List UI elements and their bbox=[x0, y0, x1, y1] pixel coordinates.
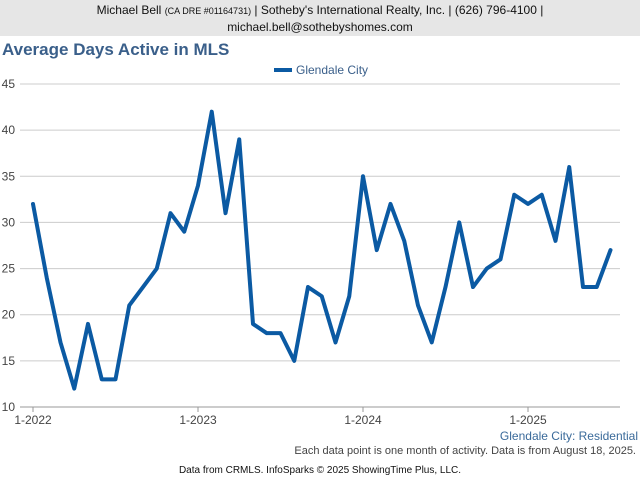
x-tick-label: 1-2025 bbox=[509, 413, 547, 427]
chart-title: Average Days Active in MLS bbox=[2, 40, 230, 59]
data-point bbox=[169, 211, 172, 215]
agent-company-phone: | Sotheby's International Realty, Inc. |… bbox=[254, 3, 544, 17]
data-point bbox=[224, 211, 227, 215]
y-tick-label: 35 bbox=[2, 169, 16, 183]
data-point bbox=[471, 285, 475, 289]
data-point bbox=[457, 220, 461, 224]
header-line-1: Michael Bell (CA DRE #01164731) | Sotheb… bbox=[0, 2, 640, 19]
y-tick-label: 15 bbox=[2, 354, 16, 368]
data-point bbox=[141, 285, 145, 289]
y-tick-label: 10 bbox=[2, 400, 16, 414]
data-point bbox=[430, 340, 434, 344]
data-point bbox=[100, 377, 104, 381]
data-point bbox=[567, 165, 571, 169]
data-point bbox=[72, 387, 76, 391]
y-tick-label: 30 bbox=[2, 215, 16, 229]
data-point bbox=[306, 285, 310, 289]
data-point bbox=[375, 248, 379, 252]
y-tick-label: 40 bbox=[2, 123, 16, 137]
data-point bbox=[402, 239, 406, 243]
data-point bbox=[347, 294, 351, 298]
data-point bbox=[182, 230, 186, 234]
y-tick-label: 20 bbox=[2, 308, 16, 322]
data-point bbox=[127, 303, 131, 307]
data-point bbox=[320, 294, 324, 298]
header-bar: Michael Bell (CA DRE #01164731) | Sotheb… bbox=[0, 0, 640, 36]
data-point bbox=[237, 137, 241, 141]
data-point bbox=[581, 285, 585, 289]
data-credit: Data from CRMLS. InfoSparks © 2025 Showi… bbox=[178, 465, 462, 476]
x-tick-label: 1-2022 bbox=[14, 413, 52, 427]
chart-subtitle: Glendale City: Residential bbox=[499, 429, 638, 443]
data-point bbox=[292, 359, 296, 363]
x-tick-label: 1-2024 bbox=[344, 413, 382, 427]
data-point bbox=[554, 239, 557, 243]
data-point bbox=[114, 377, 117, 381]
data-point bbox=[59, 340, 62, 344]
agent-license: (CA DRE #01164731) bbox=[164, 6, 252, 16]
data-point bbox=[526, 202, 530, 206]
data-point bbox=[609, 248, 612, 252]
data-point bbox=[31, 202, 35, 206]
data-point bbox=[485, 267, 489, 271]
data-point bbox=[196, 184, 200, 188]
data-point bbox=[45, 276, 49, 280]
data-point bbox=[361, 174, 365, 178]
data-point bbox=[389, 202, 392, 206]
data-point bbox=[444, 285, 447, 289]
y-tick-label: 45 bbox=[2, 77, 16, 91]
data-point bbox=[540, 193, 544, 197]
data-point bbox=[595, 285, 599, 289]
agent-name: Michael Bell bbox=[96, 3, 162, 17]
data-point bbox=[279, 331, 282, 335]
data-point bbox=[251, 322, 255, 326]
y-tick-label: 25 bbox=[2, 262, 16, 276]
data-point bbox=[210, 110, 214, 114]
data-point bbox=[499, 257, 502, 261]
data-point bbox=[155, 267, 159, 271]
data-point bbox=[512, 193, 516, 197]
agent-email: michael.bell@sothebyshomes.com bbox=[227, 20, 413, 34]
data-point bbox=[265, 331, 269, 335]
data-point bbox=[334, 340, 337, 344]
data-point bbox=[86, 322, 90, 326]
legend-label: Glendale City bbox=[296, 63, 368, 77]
x-tick-label: 1-2023 bbox=[179, 413, 217, 427]
series-line-glendale-city bbox=[31, 109, 613, 391]
data-point bbox=[416, 303, 420, 307]
data-note: Each data point is one month of activity… bbox=[294, 445, 636, 457]
